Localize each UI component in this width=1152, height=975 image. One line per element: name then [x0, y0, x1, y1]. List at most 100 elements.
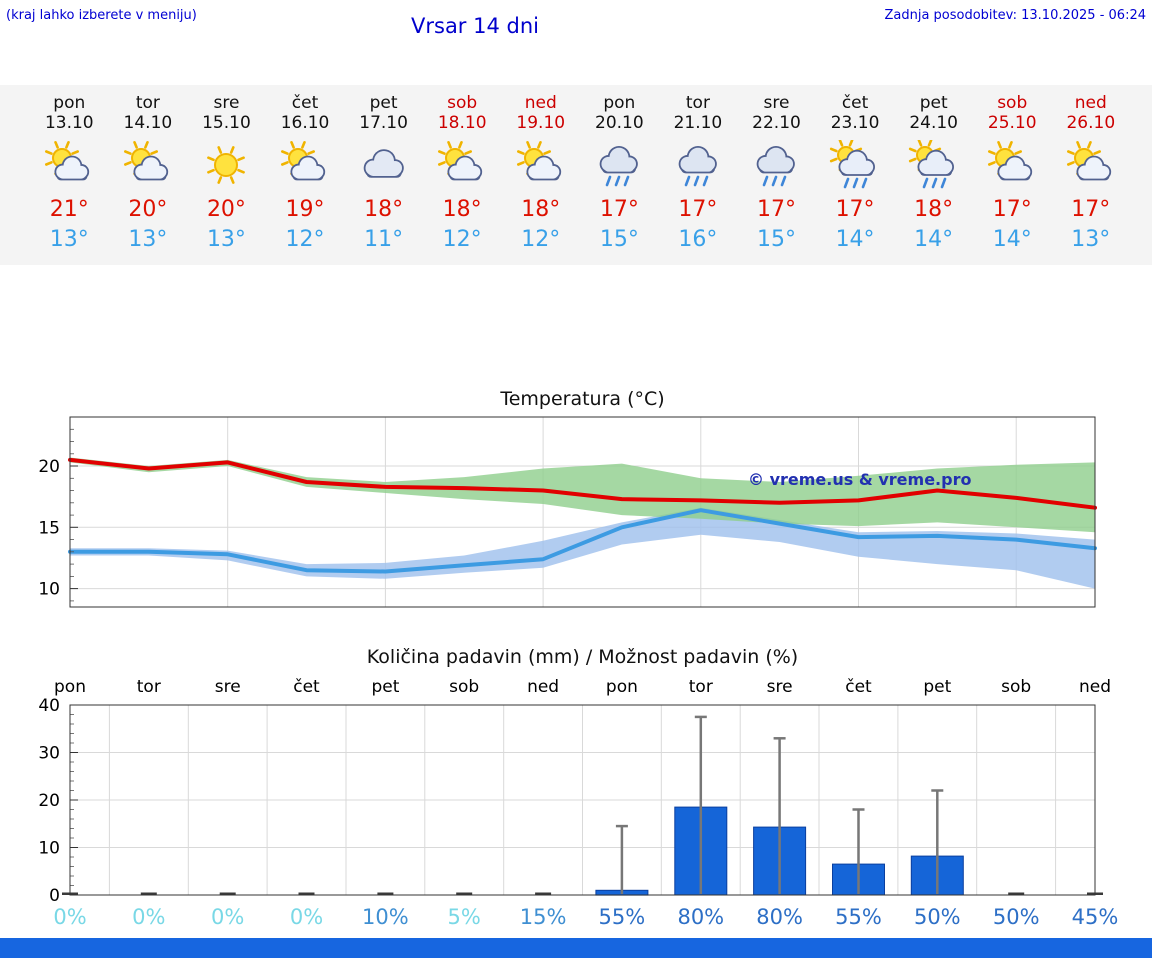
day-date: 19.10: [516, 113, 566, 133]
precip-day-label: pet: [371, 677, 399, 697]
precip-day-label: tor: [137, 677, 161, 697]
location-menu-note: (kraj lahko izberete v meniju): [6, 8, 197, 23]
precip-probability: 0%: [53, 905, 86, 929]
precip-day-label: čet: [293, 677, 320, 697]
precip-day-label: čet: [845, 677, 872, 697]
high-temp: 18°: [442, 197, 482, 222]
low-temp: 13°: [128, 227, 168, 252]
precip-day-label: tor: [689, 677, 713, 697]
precip-ytick-label: 30: [38, 744, 60, 764]
precip-day-label: sob: [449, 677, 479, 697]
sun-cloud-icon: [30, 139, 109, 193]
forecast-day-18.10: sob 18.10 18° 12°: [423, 93, 502, 265]
high-temp: 21°: [49, 197, 89, 222]
precip-ytick-label: 40: [38, 696, 60, 716]
low-temp: 14°: [914, 227, 954, 252]
precip-zero-tick: [219, 892, 236, 895]
precip-probability: 80%: [677, 905, 724, 929]
sun-cloud-icon: [109, 139, 188, 193]
precip-day-label: sre: [215, 677, 241, 697]
forecast-day-26.10: ned 26.10 17° 13°: [1052, 93, 1131, 265]
precip-ytick-label: 10: [38, 839, 60, 859]
precip-day-label: pon: [54, 677, 86, 697]
forecast-day-23.10: čet 23.10 17° 14°: [816, 93, 895, 265]
precip-ytick-label: 20: [38, 791, 60, 811]
sun-cloud-rain-icon: [816, 139, 895, 193]
precip-probability: 50%: [914, 905, 961, 929]
day-date: 14.10: [123, 113, 173, 133]
low-temp: 16°: [678, 227, 718, 252]
day-date: 16.10: [280, 113, 330, 133]
temp-ytick-label: 10: [38, 580, 60, 600]
watermark-link[interactable]: © vreme.us & vreme.pro: [748, 470, 971, 489]
day-date: 15.10: [202, 113, 251, 133]
day-date: 17.10: [359, 113, 408, 133]
low-temp: 15°: [599, 227, 639, 252]
day-name: ned: [524, 93, 557, 113]
cloud-rain-icon: [737, 139, 816, 193]
low-temp: 14°: [992, 227, 1032, 252]
sun-cloud-rain-icon: [894, 139, 973, 193]
low-temp: 12°: [285, 227, 325, 252]
precipitation-chart: 0 10 20 30 40 pon tor sre čet pet sob ned pon tor sre č…: [0, 670, 1152, 938]
precip-day-label: ned: [527, 677, 559, 697]
forecast-day-16.10: čet 16.10 19° 12°: [266, 93, 345, 265]
precip-probability: 15%: [520, 905, 567, 929]
precip-zero-tick: [140, 892, 157, 895]
high-temp: 20°: [128, 197, 168, 222]
precip-probability: 55%: [599, 905, 646, 929]
high-temp: 17°: [599, 197, 639, 222]
day-name: tor: [135, 93, 160, 113]
low-temp: 13°: [49, 227, 89, 252]
day-name: sob: [997, 93, 1028, 113]
high-temp: 19°: [285, 197, 325, 222]
precip-probability: 50%: [993, 905, 1040, 929]
high-temp: 18°: [914, 197, 954, 222]
day-date: 25.10: [987, 113, 1037, 133]
forecast-day-21.10: tor 21.10 17° 16°: [659, 93, 738, 265]
forecast-day-19.10: ned 19.10 18° 12°: [501, 93, 580, 265]
sun-cloud-icon: [1052, 139, 1131, 193]
day-date: 20.10: [595, 113, 644, 133]
forecast-strip: pon 13.10 21° 13° tor 14.10 20° 13° sre 15.10 20° 1…: [0, 85, 1152, 265]
cloud-rain-icon: [580, 139, 659, 193]
forecast-day-14.10: tor 14.10 20° 13°: [109, 93, 188, 265]
sun-cloud-icon: [501, 139, 580, 193]
day-date: 22.10: [752, 113, 801, 133]
max-temp-line: [68, 457, 1097, 510]
forecast-day-25.10: sob 25.10 17° 14°: [973, 93, 1052, 265]
temp-ytick-label: 20: [38, 457, 60, 477]
precip-zero-tick: [535, 892, 552, 895]
precip-probability: 5%: [448, 905, 481, 929]
high-temp: 17°: [1071, 197, 1111, 222]
day-name: pon: [603, 93, 636, 113]
low-temp: 11°: [364, 227, 404, 252]
cloud-icon: [344, 139, 423, 193]
day-date: 23.10: [830, 113, 880, 133]
min-temp-line: [68, 508, 1097, 574]
precip-probability: 55%: [835, 905, 882, 929]
day-name: pon: [53, 93, 86, 113]
day-name: čet: [841, 93, 869, 113]
precip-probability: 10%: [362, 905, 409, 929]
min-range-band: [70, 507, 1095, 589]
sun-icon: [187, 139, 266, 193]
low-temp: 13°: [1071, 227, 1111, 252]
temperature-chart-title: Temperatura (°C): [500, 388, 665, 410]
precip-day-label: pon: [606, 677, 638, 697]
precip-zero-tick: [456, 892, 473, 895]
precip-zero-tick: [1008, 892, 1025, 895]
day-name: sob: [447, 93, 478, 113]
day-name: pet: [919, 93, 948, 113]
precip-day-label: sre: [767, 677, 793, 697]
day-date: 24.10: [909, 113, 958, 133]
low-temp: 13°: [206, 227, 246, 252]
day-date: 26.10: [1066, 113, 1116, 133]
sun-cloud-icon: [266, 139, 345, 193]
temperature-chart: 10 15 20 © vreme.us & vreme.pro: [0, 415, 1152, 615]
precip-day-label: ned: [1079, 677, 1111, 697]
high-temp: 17°: [992, 197, 1032, 222]
forecast-day-24.10: pet 24.10 18° 14°: [894, 93, 973, 265]
high-temp: 17°: [756, 197, 796, 222]
precip-day-label: pet: [923, 677, 951, 697]
